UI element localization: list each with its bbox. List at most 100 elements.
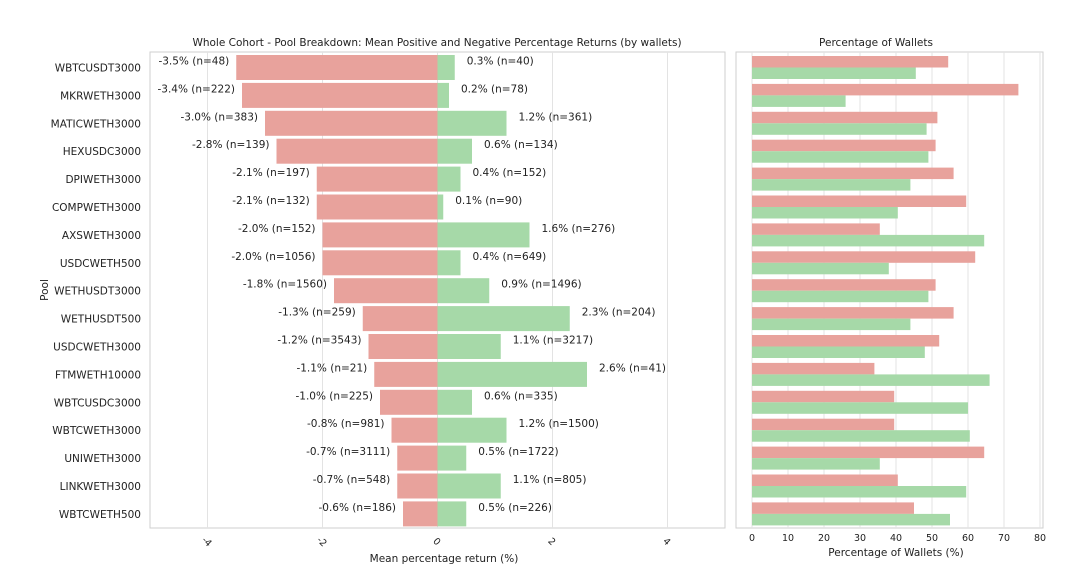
positive-return-label: 0.6% (n=134) bbox=[484, 139, 558, 151]
positive-return-bar bbox=[437, 334, 501, 359]
negative-wallets-bar bbox=[752, 390, 895, 403]
positive-return-bar bbox=[437, 417, 507, 443]
negative-return-bar bbox=[374, 361, 438, 387]
positive-return-label: 2.3% (n=204) bbox=[582, 307, 656, 319]
negative-return-label: -2.0% (n=152) bbox=[238, 223, 316, 235]
negative-return-label: -3.5% (n=48) bbox=[158, 56, 229, 68]
positive-wallets-bar bbox=[752, 207, 898, 219]
positive-wallets-bar bbox=[752, 151, 929, 163]
positive-return-bar bbox=[437, 278, 490, 304]
negative-return-label: -1.2% (n=3543) bbox=[277, 335, 361, 347]
returns-x-axis-title: Mean percentage return (%) bbox=[370, 553, 519, 565]
positive-wallets-bar bbox=[752, 179, 911, 191]
negative-wallets-bar bbox=[752, 335, 940, 347]
negative-return-bar bbox=[265, 110, 438, 136]
pool-label: WBTCWETH500 bbox=[59, 509, 141, 521]
positive-return-bar bbox=[437, 138, 472, 164]
negative-wallets-bar bbox=[752, 502, 914, 514]
returns-x-tick-label: 4 bbox=[660, 536, 672, 548]
positive-wallets-bar bbox=[752, 374, 990, 386]
negative-wallets-bar bbox=[752, 251, 976, 263]
negative-wallets-bar bbox=[752, 111, 938, 124]
positive-wallets-bar bbox=[752, 123, 927, 135]
negative-return-bar bbox=[397, 473, 438, 499]
positive-wallets-bar bbox=[752, 95, 846, 107]
negative-return-label: -2.1% (n=197) bbox=[232, 167, 310, 179]
pool-label: AXSWETH3000 bbox=[62, 230, 141, 242]
pool-label: USDCWETH500 bbox=[60, 258, 141, 270]
positive-return-bar bbox=[437, 473, 501, 499]
returns-value-labels: -3.5% (n=48) 0.3% (n=40) -3.4% (n=222) 0.2%… bbox=[158, 56, 667, 514]
pool-label: WBTCWETH3000 bbox=[52, 425, 141, 437]
pool-label: DPIWETH3000 bbox=[65, 174, 141, 186]
wallets-x-ticks: 0 10 20 30 40 50 60 70 80 bbox=[749, 533, 1046, 544]
positive-return-label: 0.4% (n=649) bbox=[473, 251, 547, 263]
negative-wallets-bar bbox=[752, 167, 954, 180]
wallets-x-tick-label: 30 bbox=[854, 533, 866, 544]
negative-wallets-bar bbox=[752, 223, 880, 235]
negative-wallets-bar bbox=[752, 279, 936, 291]
positive-return-bar bbox=[437, 389, 472, 415]
positive-wallets-bar bbox=[752, 486, 967, 498]
wallets-x-tick-label: 40 bbox=[890, 533, 902, 544]
positive-wallets-bar bbox=[752, 262, 889, 275]
positive-wallets-bar bbox=[752, 290, 929, 303]
positive-wallets-bar bbox=[752, 67, 916, 79]
wallets-panel: 0 10 20 30 40 50 60 70 80 Percentage of Wallets … bbox=[735, 37, 1046, 559]
positive-return-bar bbox=[437, 110, 507, 136]
negative-return-label: -1.8% (n=1560) bbox=[243, 279, 327, 291]
negative-return-bar bbox=[316, 166, 438, 192]
positive-return-bar bbox=[437, 194, 444, 220]
pool-label: WBTCUSDT3000 bbox=[55, 63, 141, 75]
wallets-x-tick-label: 60 bbox=[962, 533, 974, 544]
returns-chart-title: Whole Cohort - Pool Breakdown: Mean Posi… bbox=[192, 37, 681, 49]
positive-return-bar bbox=[437, 166, 461, 192]
positive-return-label: 0.6% (n=335) bbox=[484, 390, 558, 402]
negative-wallets-bar bbox=[752, 83, 1019, 96]
returns-x-ticks: -4 -2 0 2 4 bbox=[199, 535, 672, 549]
negative-return-label: -1.0% (n=225) bbox=[296, 390, 374, 402]
positive-return-label: 0.4% (n=152) bbox=[473, 167, 547, 179]
negative-return-label: -2.8% (n=139) bbox=[192, 139, 270, 151]
positive-return-bar bbox=[437, 82, 449, 108]
pool-label: LINKWETH3000 bbox=[60, 481, 141, 493]
positive-wallets-bar bbox=[752, 430, 970, 442]
negative-return-label: -0.8% (n=981) bbox=[307, 418, 385, 430]
negative-return-label: -2.1% (n=132) bbox=[232, 195, 310, 207]
wallets-x-tick-label: 10 bbox=[782, 533, 794, 544]
pool-label: UNIWETH3000 bbox=[64, 453, 141, 465]
pool-label: WETHUSDT500 bbox=[61, 314, 141, 326]
negative-return-bar bbox=[368, 334, 438, 359]
negative-return-bar bbox=[397, 445, 438, 471]
positive-return-label: 1.6% (n=276) bbox=[542, 223, 616, 235]
positive-wallets-bar bbox=[752, 346, 925, 358]
negative-return-bar bbox=[316, 194, 438, 220]
positive-return-label: 1.1% (n=3217) bbox=[513, 335, 593, 347]
negative-return-bar bbox=[334, 278, 438, 304]
pool-labels: WBTCUSDT3000 MKRWETH3000 MATICWETH3000 HEXU… bbox=[51, 63, 141, 521]
positive-return-label: 0.2% (n=78) bbox=[461, 83, 528, 95]
negative-return-bar bbox=[391, 417, 438, 443]
positive-wallets-bar bbox=[752, 318, 911, 331]
negative-return-label: -0.7% (n=3111) bbox=[306, 446, 390, 458]
negative-return-bar bbox=[380, 389, 438, 415]
pool-label: FTMWETH10000 bbox=[55, 369, 141, 381]
positive-return-label: 0.1% (n=90) bbox=[455, 195, 522, 207]
pool-label: COMPWETH3000 bbox=[52, 202, 141, 214]
positive-return-bar bbox=[437, 445, 467, 471]
negative-return-bar bbox=[322, 250, 438, 276]
positive-wallets-bar bbox=[752, 458, 880, 470]
negative-wallets-bar bbox=[752, 56, 949, 68]
positive-return-label: 1.2% (n=1500) bbox=[519, 418, 599, 430]
returns-panel: -3.5% (n=48) 0.3% (n=40) -3.4% (n=222) 0.2%… bbox=[39, 37, 726, 565]
negative-return-label: -3.4% (n=222) bbox=[158, 83, 236, 95]
positive-return-label: 1.1% (n=805) bbox=[513, 474, 587, 486]
positive-wallets-bar bbox=[752, 513, 950, 526]
wallets-x-tick-label: 0 bbox=[749, 533, 755, 544]
negative-wallets-bar bbox=[752, 195, 967, 207]
negative-return-bar bbox=[236, 55, 438, 80]
pool-axis-title: Pool bbox=[39, 279, 51, 301]
wallets-x-tick-label: 20 bbox=[818, 533, 830, 544]
